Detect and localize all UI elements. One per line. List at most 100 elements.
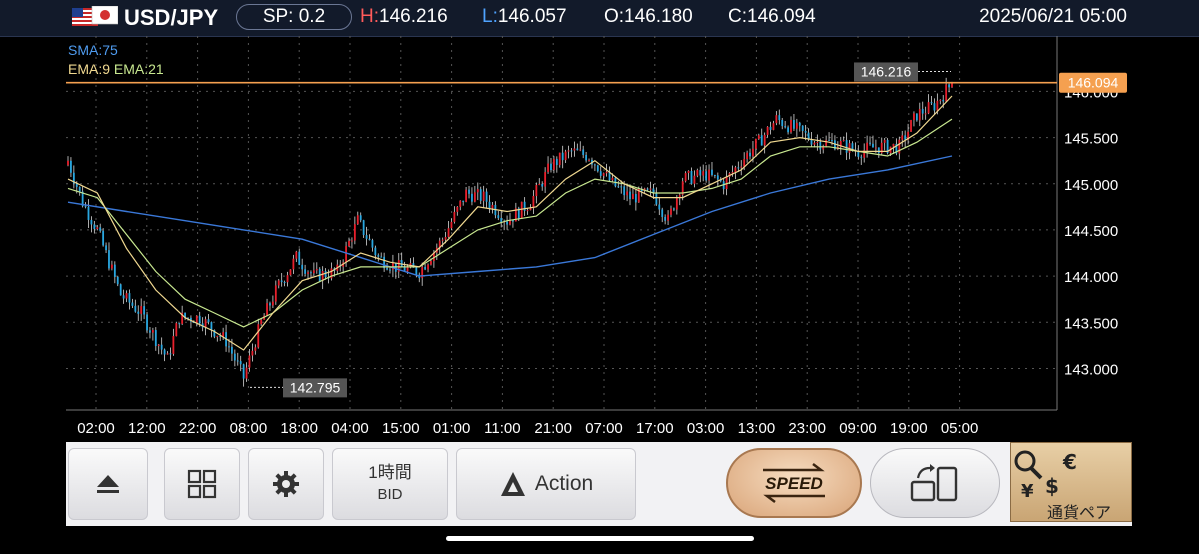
candle-body [151, 330, 154, 333]
currency-pair-title[interactable]: USD/JPY [124, 5, 219, 30]
candle-body [228, 346, 230, 348]
candle-body [942, 99, 945, 102]
candle-body [737, 167, 740, 169]
candle-body [839, 141, 842, 147]
candle-body [471, 193, 473, 202]
candle-body [617, 186, 620, 188]
candle-body [719, 179, 722, 182]
currency-pair-button[interactable]: € ¥ $ 通貨ペア [1010, 442, 1132, 522]
svg-text:$: $ [1045, 474, 1059, 498]
candle-body [134, 305, 137, 312]
rotate-screen-button[interactable] [870, 448, 1000, 518]
candle-body [257, 324, 260, 348]
candle-body [588, 159, 590, 161]
candle-body [567, 150, 570, 152]
current-price-tag: 146.094 [1068, 75, 1119, 91]
candle-body [330, 268, 333, 279]
candle-body [763, 134, 766, 146]
candle-body [702, 171, 705, 176]
candle-body [231, 346, 233, 354]
candle-body [798, 122, 801, 126]
candle-body [819, 141, 822, 150]
candle-body [289, 269, 292, 276]
collapse-button[interactable] [68, 448, 148, 520]
current-price-tag-bg [1059, 72, 1127, 93]
candle-body [842, 140, 845, 142]
layout-grid-button[interactable] [164, 448, 240, 520]
candle-body [872, 143, 874, 148]
x-tick-label: 23:00 [788, 420, 826, 437]
candle-body [874, 147, 877, 149]
candle-body [772, 123, 775, 130]
candle-body [810, 139, 813, 145]
candle-body [371, 240, 374, 248]
candle-body [769, 126, 772, 130]
candle-body [731, 172, 734, 174]
timeframe-button[interactable]: 1時間 BID [332, 448, 448, 520]
candle-body [570, 150, 573, 152]
candle-body [544, 172, 547, 187]
candle-body [828, 139, 830, 141]
svg-text:€: € [1062, 450, 1077, 474]
ema21-line [67, 118, 953, 328]
candle-body [740, 166, 743, 168]
candle-body [359, 215, 362, 221]
x-tick-label: 08:00 [230, 420, 268, 437]
candle-body [655, 193, 658, 205]
candle-body [673, 208, 675, 210]
candle-body [523, 201, 526, 211]
candle-body [787, 127, 789, 133]
speed-order-button[interactable]: SPEED [726, 448, 862, 518]
timeframe-label: 1時間 [368, 463, 412, 482]
action-button[interactable]: Action [456, 448, 636, 520]
candle-body [552, 158, 555, 171]
candle-body [561, 152, 564, 161]
candle-body [345, 246, 347, 263]
low-marker-label: 142.795 [290, 379, 341, 395]
x-tick-label: 21:00 [534, 420, 572, 437]
candle-body [406, 267, 409, 272]
candle-body [930, 102, 933, 104]
candle-body [236, 360, 239, 362]
x-axis-labels: 02:00 12:00 22:00 08:00 18:00 04:00 15:00 01:00… [77, 420, 978, 437]
candle-body [78, 186, 81, 192]
candle-body [576, 148, 579, 151]
price-markers: 146.094 146.216 142.795 [66, 62, 1127, 398]
x-tick-label: 03:00 [687, 420, 725, 437]
settings-button[interactable] [248, 448, 324, 520]
ema-indicator-labels[interactable]: EMA:9 EMA:21 [68, 61, 164, 77]
candle-body [547, 163, 549, 173]
close-price: C:146.094 [728, 6, 816, 27]
candle-body [84, 206, 87, 208]
candle-body [608, 171, 611, 181]
candle-body [605, 171, 608, 174]
candle-body [348, 240, 350, 247]
candle-body [175, 323, 178, 337]
candle-body [863, 150, 866, 158]
candle-body [248, 355, 251, 368]
candle-body [509, 219, 511, 225]
candle-body [353, 224, 356, 241]
candle-body [476, 189, 479, 193]
candle-body [482, 191, 485, 201]
currency-search-icon: € ¥ $ [1014, 450, 1077, 502]
candle-body [462, 200, 465, 202]
candle-body [795, 122, 798, 129]
candle-body [678, 194, 681, 198]
candle-body [143, 306, 146, 315]
candle-body [453, 211, 456, 222]
candle-body [924, 113, 927, 115]
price-chart[interactable]: 146.000145.500145.000144.500144.000143.5… [0, 36, 1199, 440]
candle-body [506, 221, 508, 225]
candle-body [690, 171, 693, 184]
candle-body [438, 240, 441, 248]
candle-body [541, 183, 544, 187]
candle-body [664, 216, 667, 221]
x-tick-label: 22:00 [179, 420, 217, 437]
candle-body [430, 261, 432, 265]
candle-body [213, 329, 216, 337]
candle-body [520, 201, 523, 219]
gear-icon [273, 471, 299, 497]
low-price: L:146.057 [482, 6, 567, 28]
sma-indicator-label[interactable]: SMA:75 [68, 42, 118, 58]
